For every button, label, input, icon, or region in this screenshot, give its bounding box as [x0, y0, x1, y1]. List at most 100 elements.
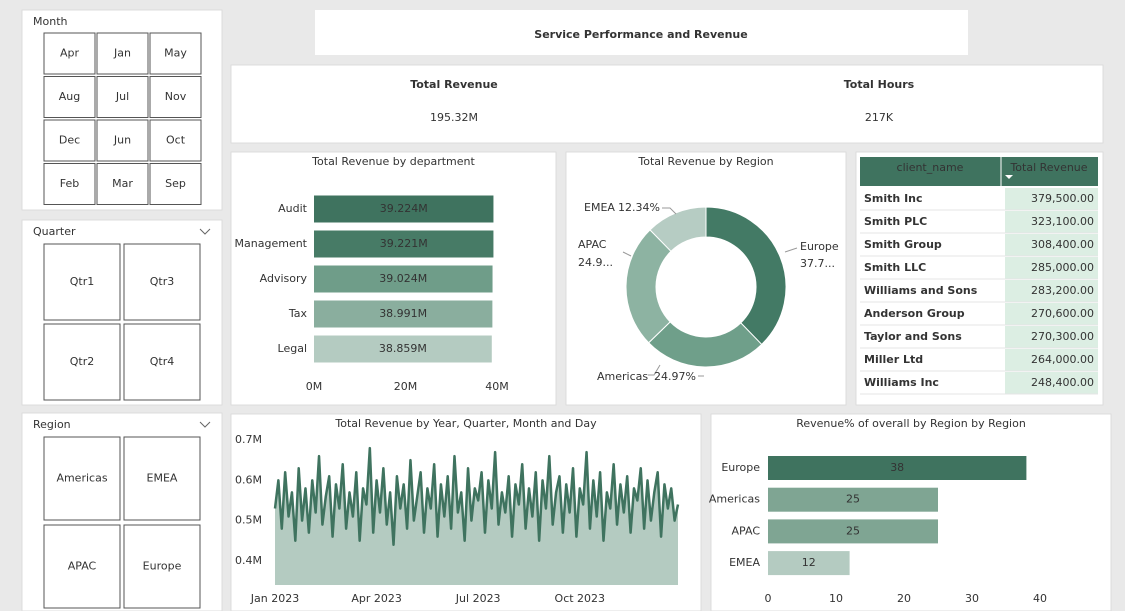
y-tick-label: Management [235, 237, 308, 250]
slice-label: 37.7... [800, 257, 835, 270]
cell-bar [1005, 303, 1098, 325]
column-header: client_name [897, 161, 964, 174]
title-box [315, 10, 968, 55]
slicer-item[interactable]: Qtr4 [150, 355, 175, 368]
cell-bar [1005, 188, 1098, 210]
slicer-item[interactable]: APAC [68, 560, 97, 573]
slicer-item[interactable]: Aug [59, 90, 80, 103]
y-tick-label: Advisory [260, 272, 308, 285]
donut-slice [705, 206, 787, 346]
kpi-label: Total Revenue [410, 78, 498, 91]
panel [710, 413, 1112, 611]
x-tick-label: 0 [765, 592, 772, 605]
slicer-title: Quarter [33, 225, 76, 238]
slicer-button[interactable] [43, 436, 121, 521]
slicer-button[interactable] [149, 76, 202, 118]
slicer-item[interactable]: Jan [113, 47, 131, 60]
slicer-button[interactable] [43, 524, 121, 609]
cell-bar [1005, 326, 1098, 348]
data-label: 39.221M [380, 237, 428, 250]
data-label: 25 [846, 524, 860, 537]
y-tick-label: Legal [278, 342, 307, 355]
slice-label: 24.97% [654, 370, 696, 383]
slice-name: Americas [597, 370, 648, 383]
y-tick-label: 0.6M [235, 473, 262, 486]
table-cell: Smith PLC [864, 215, 927, 228]
slicer-item[interactable]: Mar [112, 177, 133, 190]
slicer-button[interactable] [149, 163, 202, 205]
slicer-button[interactable] [123, 436, 201, 521]
slicer-button[interactable] [123, 524, 201, 609]
data-label: 39.024M [379, 272, 427, 285]
y-tick-label: Americas [709, 493, 760, 506]
y-tick-label: EMEA [729, 556, 760, 569]
slicer-item[interactable]: Dec [59, 134, 80, 147]
slicer-item[interactable]: May [164, 47, 187, 60]
table-cell: Miller Ltd [864, 353, 923, 366]
slicer-button[interactable] [43, 119, 96, 162]
slicer-button[interactable] [123, 323, 201, 401]
slicer-item[interactable]: Qtr3 [150, 275, 175, 288]
dropdown-chevron [199, 421, 211, 428]
slicer-item[interactable]: Feb [60, 177, 79, 190]
table-cell: Williams Inc [864, 376, 939, 389]
chart-title: Total Revenue by Region [637, 155, 773, 168]
leader-line [622, 251, 632, 257]
slicer-item[interactable]: Qtr2 [70, 355, 95, 368]
chart-title: Total Revenue by department [311, 155, 475, 168]
slicer-button[interactable] [123, 243, 201, 321]
table-cell: 308,400.00 [1031, 238, 1094, 251]
x-tick-label: Oct 2023 [555, 592, 606, 605]
slicer-button[interactable] [43, 243, 121, 321]
slicer-button[interactable] [43, 323, 121, 401]
slicer-item[interactable]: Americas [56, 472, 107, 485]
sort-indicator [1005, 175, 1013, 179]
data-label: 38 [890, 461, 904, 474]
x-tick-label: 10 [829, 592, 843, 605]
slice-label: 12.34% [618, 201, 660, 214]
table-cell: 323,100.00 [1031, 215, 1094, 228]
slicer-item[interactable]: Sep [165, 177, 186, 190]
slicer-button[interactable] [96, 119, 149, 162]
table-cell: Taylor and Sons [864, 330, 962, 343]
slicer-item[interactable]: Nov [165, 90, 187, 103]
leader-line [784, 247, 798, 253]
slicer-item[interactable]: Oct [166, 134, 186, 147]
y-tick-label: 0.7M [235, 433, 262, 446]
line [273, 446, 680, 546]
slicer-item[interactable]: Europe [143, 560, 182, 573]
slicer-item[interactable]: Apr [60, 47, 80, 60]
slice-name: APAC [578, 238, 607, 251]
slicer-button[interactable] [43, 76, 96, 118]
cell-bar [1005, 280, 1098, 302]
slicer-item[interactable]: Qtr1 [70, 275, 95, 288]
kpi-value: 217K [865, 111, 894, 124]
slicer-button[interactable] [96, 32, 149, 75]
x-tick-label: 20M [394, 380, 418, 393]
slicer-button[interactable] [96, 76, 149, 118]
slicer-button[interactable] [43, 163, 96, 205]
slicer-item[interactable]: Jul [115, 90, 129, 103]
leader-line [648, 364, 704, 377]
y-tick-label: Tax [288, 307, 308, 320]
table-cell: Smith Group [864, 238, 942, 251]
slicer-button[interactable] [149, 32, 202, 75]
donut-slice [649, 206, 707, 252]
dropdown-chevron [199, 228, 211, 235]
x-tick-label: 40 [1033, 592, 1047, 605]
slicer-button[interactable] [96, 163, 149, 205]
bar [314, 195, 494, 223]
data-label: 12 [802, 556, 816, 569]
x-tick-label: Jan 2023 [250, 592, 299, 605]
slicer-item[interactable]: EMEA [147, 472, 178, 485]
slicer-item[interactable]: Jun [113, 134, 131, 147]
cell-bar [1005, 372, 1098, 394]
page-title: Service Performance and Revenue [534, 28, 747, 41]
kpi-value: 195.32M [430, 111, 478, 124]
slicer-button[interactable] [149, 119, 202, 162]
leader-line [662, 207, 677, 215]
table-cell: 270,300.00 [1031, 330, 1094, 343]
slicer-button[interactable] [43, 32, 96, 75]
